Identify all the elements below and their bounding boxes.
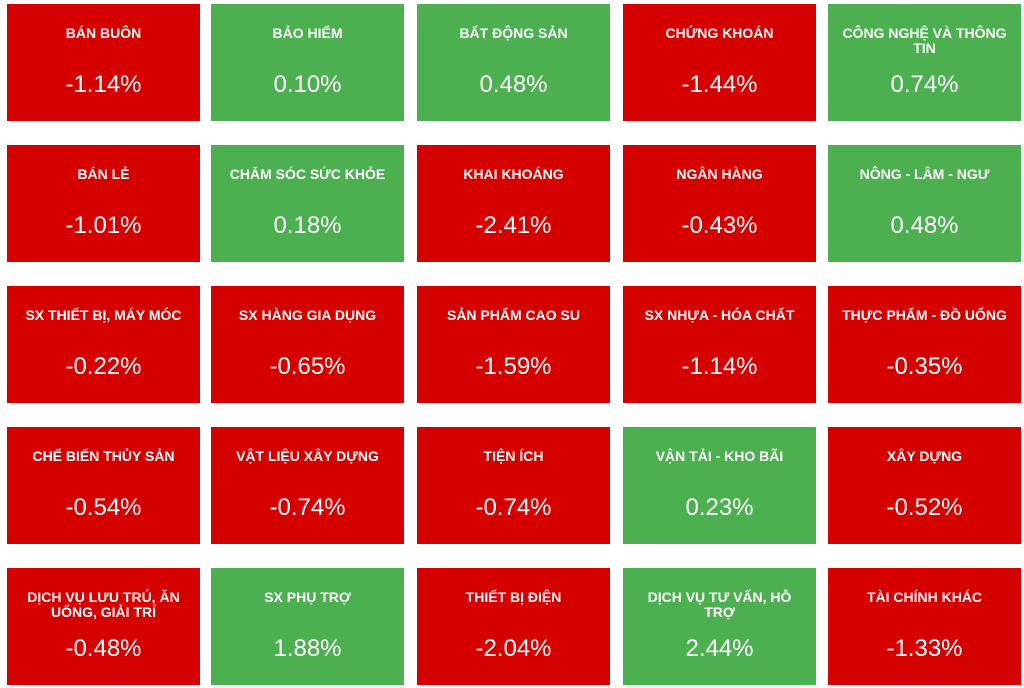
sector-change: 1.88% [273,635,342,662]
sector-change: 0.18% [273,212,342,239]
sector-name: KHAI KHOÁNG [463,166,564,182]
sector-name: CHỨNG KHOÁN [665,25,774,41]
sector-name: NGÂN HÀNG [676,166,763,182]
sector-tile: SX NHỰA - HÓA CHẤT -1.14% [623,286,816,403]
sector-name: SX PHỤ TRỢ [264,589,351,605]
sector-change: -1.44% [681,71,758,98]
sector-change: 0.10% [273,71,342,98]
sector-change: 2.44% [685,635,754,662]
sector-change: 0.48% [479,71,548,98]
sector-tile: TIỆN ÍCH -0.74% [417,427,610,544]
sector-name: TIỆN ÍCH [483,448,544,464]
sector-change: -0.74% [475,494,552,521]
sector-name: VẬN TẢI - KHO BÃI [655,448,784,464]
sector-tile: THIẾT BỊ ĐIỆN -2.04% [417,568,610,685]
sector-tile: XÂY DỰNG -0.52% [828,427,1021,544]
sector-change: 0.74% [890,71,959,98]
sector-tile: VẬN TẢI - KHO BÃI 0.23% [623,427,816,544]
sector-tile: KHAI KHOÁNG -2.41% [417,145,610,262]
sector-name: DỊCH VỤ LƯU TRÚ, ĂN UỐNG, GIẢI TRÍ [27,589,180,620]
sector-change: -0.52% [886,494,963,521]
sector-name: BẢO HIỂM [272,25,343,41]
sector-tile: DỊCH VỤ LƯU TRÚ, ĂN UỐNG, GIẢI TRÍ -0.48% [7,568,200,685]
sector-name: BẤT ĐỘNG SẢN [459,25,568,41]
sector-change: -0.35% [886,353,963,380]
sector-change: 0.48% [890,212,959,239]
sector-change: -0.74% [269,494,346,521]
sector-change: 0.23% [685,494,754,521]
sector-tile: CHĂM SÓC SỨC KHỎE 0.18% [211,145,404,262]
sector-name: SX NHỰA - HÓA CHẤT [644,307,795,323]
sector-name: SX THIẾT BỊ, MÁY MÓC [25,307,182,323]
sector-change: -0.22% [65,353,142,380]
sector-change: -2.41% [475,212,552,239]
sector-tile: BẤT ĐỘNG SẢN 0.48% [417,4,610,121]
sector-name: DỊCH VỤ TƯ VẤN, HỖ TRỢ [647,589,792,620]
sector-tile: THỰC PHẨM - ĐỒ UỐNG -0.35% [828,286,1021,403]
sector-name: CHẾ BIẾN THỦY SẢN [32,448,175,464]
sector-change: -1.59% [475,353,552,380]
sector-tile: BÁN BUÔN -1.14% [7,4,200,121]
sector-change: -1.14% [65,71,142,98]
sector-change: -0.43% [681,212,758,239]
sector-tile: CHỨNG KHOÁN -1.44% [623,4,816,121]
sector-name: CHĂM SÓC SỨC KHỎE [229,166,386,182]
sector-tile: TÀI CHÍNH KHÁC -1.33% [828,568,1021,685]
sector-change: -1.33% [886,635,963,662]
sector-name: BÁN LẺ [77,166,130,182]
sector-tile: SX PHỤ TRỢ 1.88% [211,568,404,685]
sector-change: -2.04% [475,635,552,662]
sector-change: -0.54% [65,494,142,521]
sector-tile: NÔNG - LÂM - NGƯ 0.48% [828,145,1021,262]
sector-name: TÀI CHÍNH KHÁC [866,589,983,605]
sector-change: -0.48% [65,635,142,662]
sector-tile: BÁN LẺ -1.01% [7,145,200,262]
sector-name: VẬT LIỆU XÂY DỰNG [236,448,379,464]
sector-name: XÂY DỰNG [886,448,963,464]
sector-name: CÔNG NGHỆ VÀ THÔNG TIN [842,25,1007,56]
sector-name: BÁN BUÔN [65,25,142,41]
sector-name: THIẾT BỊ ĐIỆN [465,589,562,605]
sector-change: -1.14% [681,353,758,380]
sector-tile: CHẾ BIẾN THỦY SẢN -0.54% [7,427,200,544]
sector-name: NÔNG - LÂM - NGƯ [859,166,990,182]
sector-name: SX HÀNG GIA DỤNG [238,307,377,323]
sector-tile: SẢN PHẨM CAO SU -1.59% [417,286,610,403]
sector-change: -0.65% [269,353,346,380]
sector-tile: SX HÀNG GIA DỤNG -0.65% [211,286,404,403]
sector-name: SẢN PHẨM CAO SU [446,307,580,323]
sector-tile: VẬT LIỆU XÂY DỰNG -0.74% [211,427,404,544]
sector-tile: CÔNG NGHỆ VÀ THÔNG TIN 0.74% [828,4,1021,121]
sector-tile: BẢO HIỂM 0.10% [211,4,404,121]
sector-name: THỰC PHẨM - ĐỒ UỐNG [842,307,1007,323]
sector-tile: NGÂN HÀNG -0.43% [623,145,816,262]
sector-tile: SX THIẾT BỊ, MÁY MÓC -0.22% [7,286,200,403]
sector-change: -1.01% [65,212,142,239]
sector-tile: DỊCH VỤ TƯ VẤN, HỖ TRỢ 2.44% [623,568,816,685]
